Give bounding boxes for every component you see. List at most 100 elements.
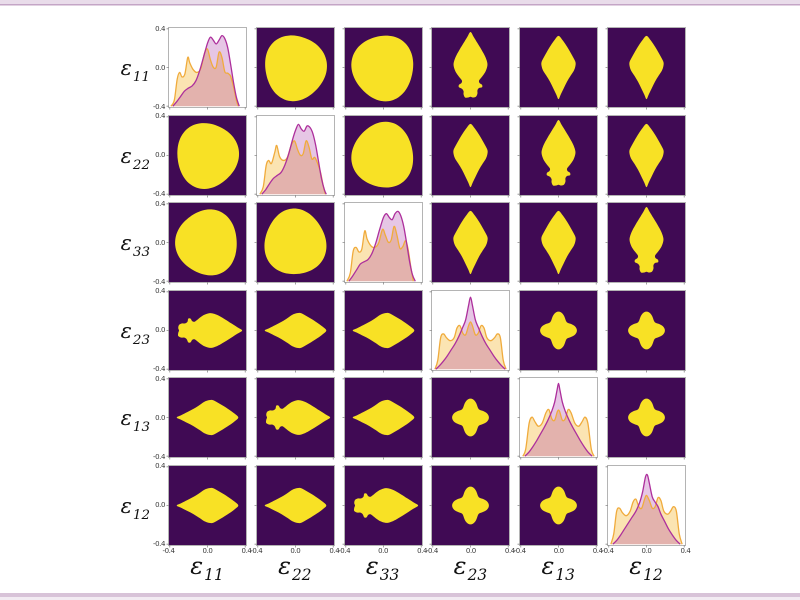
axis-ticks [254, 379, 333, 460]
axis-ticks [167, 116, 246, 197]
density-plot [257, 203, 334, 282]
kde-purple-curve [613, 474, 680, 544]
density-region [540, 311, 578, 349]
axis-ticks [342, 29, 421, 110]
axis-ticks [167, 291, 246, 372]
col-label-e23: ε23 [453, 552, 488, 584]
x-tick-label: -0.4 [250, 547, 263, 555]
density-cell-x-e13-y-e11 [518, 27, 599, 110]
kde-cell-e23 [431, 289, 511, 371]
density-cell-x-e11-y-e13 [168, 377, 247, 458]
axis-ticks [167, 204, 246, 285]
density-cell-x-e33-y-e12 [342, 464, 423, 547]
x-tick-label: -0.4 [513, 547, 526, 555]
axis-ticks [518, 204, 597, 285]
density-cell-x-e13-y-e23 [518, 289, 599, 372]
density-region [264, 208, 327, 275]
density-region [264, 487, 327, 523]
kde-purple-area [436, 296, 506, 369]
kde-yellow-curve [523, 409, 594, 456]
axis-ticks [254, 291, 333, 372]
axis-ticks [167, 29, 246, 110]
density-cell-x-e11-y-e22 [167, 114, 247, 197]
slide-bottom-border [0, 592, 800, 600]
x-tick-label: 0.4 [329, 547, 340, 555]
density-plot [342, 115, 422, 197]
x-tick-label: 0.0 [202, 547, 213, 555]
density-region [350, 35, 413, 102]
density-cell-x-e22-y-e33 [256, 202, 335, 283]
x-tick-label: 0.4 [417, 547, 428, 555]
kde-plot [520, 378, 597, 457]
col-label-e22: ε22 [278, 552, 312, 584]
kde-purple-area [525, 383, 593, 457]
axis-ticks [430, 291, 509, 372]
density-cell-x-e33-y-e23 [344, 289, 423, 371]
kde-yellow-area [259, 140, 326, 194]
axis-ticks [518, 291, 597, 372]
kde-yellow-area [610, 494, 683, 544]
kde-cell-e33 [344, 202, 423, 283]
axis-ticks [430, 466, 509, 547]
slide-top-border [0, 0, 800, 8]
kde-cell-e11 [168, 27, 247, 108]
kde-purple-area [261, 123, 327, 194]
axis-ticks [606, 204, 685, 285]
density-cell-x-e12-y-e33 [607, 202, 686, 283]
density-region [453, 31, 488, 98]
kde-plot [432, 291, 509, 370]
kde-purple-curve [436, 297, 505, 369]
kde-purple-curve [262, 124, 326, 194]
density-cell-x-e13-y-e33 [518, 202, 599, 285]
density-cell-x-e12-y-e22 [607, 114, 686, 196]
density-plot [345, 28, 422, 107]
density-region [352, 399, 414, 436]
axis-ticks [254, 116, 333, 197]
axis-ticks [254, 29, 333, 110]
density-region [629, 35, 664, 100]
density-plot [518, 290, 598, 372]
density-region [453, 210, 489, 275]
x-tick-label: 0.0 [553, 547, 564, 555]
density-plot [167, 115, 246, 197]
col-label-e11: ε11 [190, 552, 224, 584]
axis-ticks [430, 204, 509, 285]
axis-ticks [342, 466, 421, 547]
axis-ticks [518, 29, 597, 110]
axis-ticks [342, 379, 421, 460]
y-tick-label: -0.4 [152, 365, 165, 373]
density-cell-x-e22-y-e13 [256, 377, 335, 458]
density-cell-x-e23-y-e11 [431, 27, 511, 108]
kde-yellow-area [170, 48, 239, 107]
density-cell-x-e33-y-e11 [344, 27, 423, 108]
x-tick-label: -0.4 [162, 547, 175, 555]
density-region [629, 206, 664, 273]
row-label-e23: ε23 [120, 318, 150, 348]
x-tick-label: 0.0 [378, 547, 389, 555]
density-cell-x-e11-y-e12 [168, 464, 247, 546]
density-region [452, 486, 490, 524]
x-tick-label: 0.4 [592, 547, 603, 555]
density-cell-x-e33-y-e22 [342, 114, 423, 197]
kde-purple-curve [348, 211, 414, 281]
density-plot [518, 28, 598, 110]
density-region [353, 487, 418, 523]
density-plot [432, 378, 510, 457]
kde-cell-e22 [254, 114, 335, 197]
col-label-e13: ε13 [541, 552, 575, 584]
density-region [541, 210, 576, 275]
x-tick-label: 0.0 [641, 547, 652, 555]
kde-yellow-curve [611, 495, 682, 544]
axis-ticks [606, 379, 685, 460]
y-tick-label: -0.4 [152, 102, 165, 111]
density-region [264, 35, 327, 102]
row-label-e11: ε11 [120, 56, 150, 85]
y-tick-label: 0.4 [155, 374, 165, 383]
y-tick-label: 0.0 [155, 238, 165, 247]
density-cell-x-e33-y-e13 [344, 377, 423, 458]
kde-purple-curve [525, 383, 592, 456]
density-cell-x-e22-y-e11 [256, 27, 335, 108]
y-tick-label: -0.4 [152, 540, 165, 548]
axis-ticks [342, 116, 421, 197]
density-plot [608, 378, 685, 457]
